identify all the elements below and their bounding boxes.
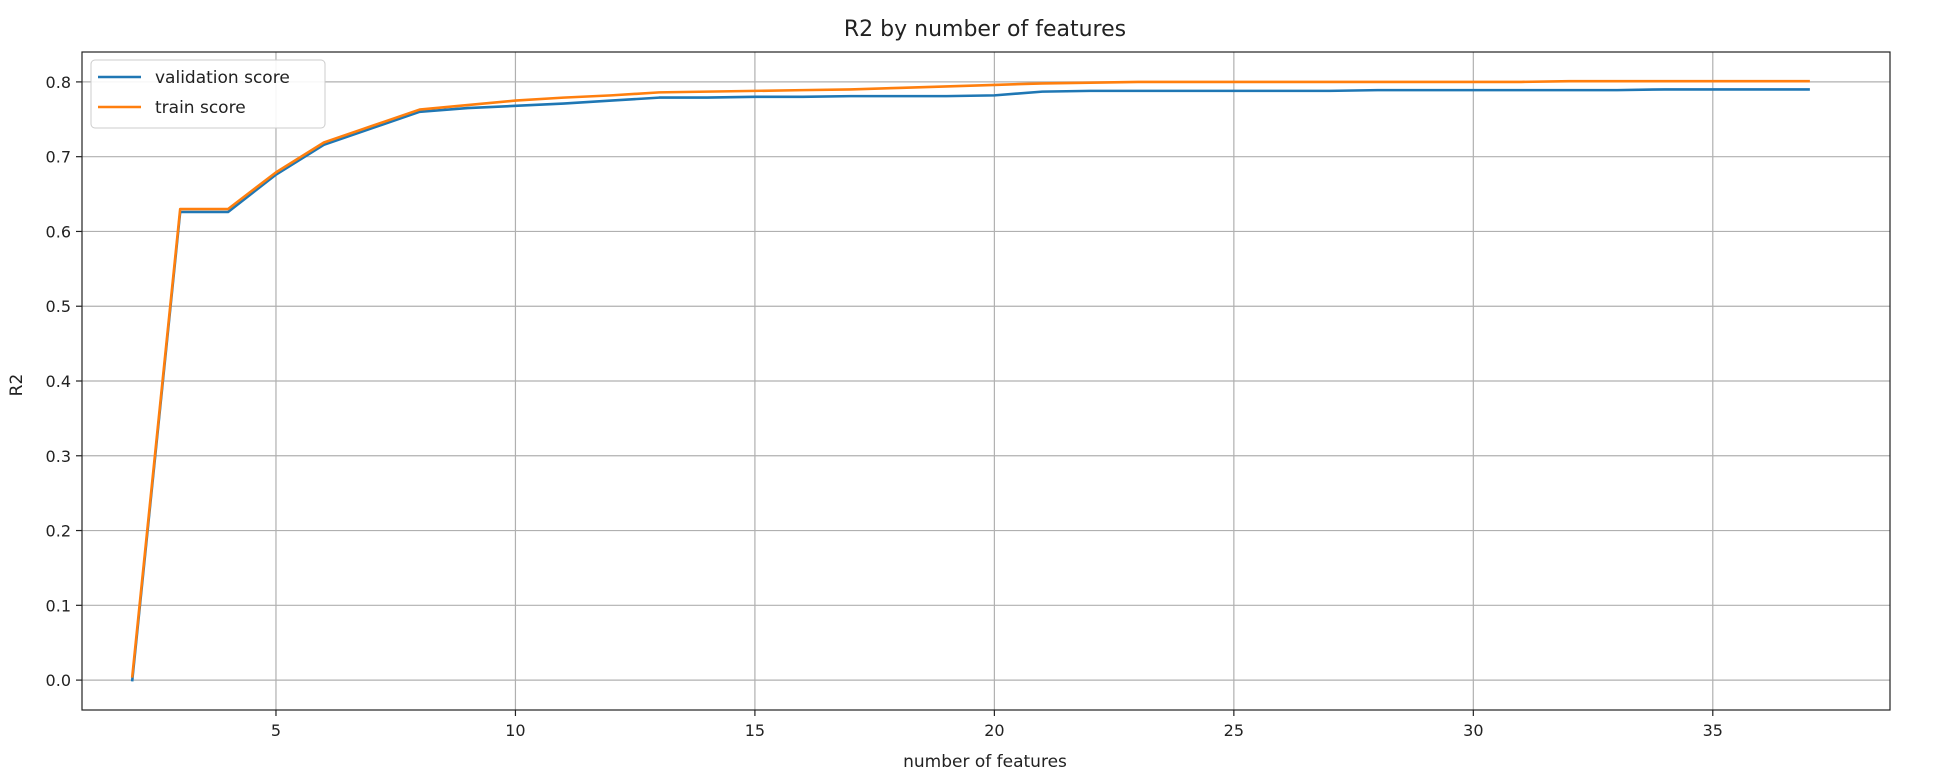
x-tick-label: 15	[745, 721, 765, 740]
y-tick-label: 0.3	[46, 447, 71, 466]
y-tick-label: 0.6	[46, 222, 71, 241]
legend-box	[90, 59, 326, 129]
x-tick-label: 10	[505, 721, 525, 740]
legend-label-1: train score	[155, 98, 246, 118]
grid	[82, 52, 1890, 710]
y-axis-ticks: 0.0 0.1 0.2 0.3 0.4 0.5 0.6 0.7 0.8	[46, 73, 82, 690]
x-tick-label: 20	[984, 721, 1004, 740]
x-tick-label: 5	[271, 721, 281, 740]
chart-title: R2 by number of features	[844, 17, 1126, 42]
x-tick-label: 30	[1463, 721, 1483, 740]
series-line-0	[130, 88, 1810, 682]
x-tick-label: 35	[1703, 721, 1723, 740]
y-axis-label: R2	[7, 374, 27, 397]
x-axis-label: number of features	[903, 752, 1067, 772]
y-tick-label: 0.4	[46, 372, 71, 391]
x-axis-ticks: 5 10 15 20 25 30 35	[271, 710, 1723, 740]
y-tick-label: 0.7	[46, 148, 71, 167]
y-tick-label: 0.5	[46, 297, 71, 316]
legend-label-0: validation score	[155, 68, 290, 88]
series-lines	[130, 79, 1810, 682]
x-tick-label: 25	[1224, 721, 1244, 740]
y-tick-label: 0.8	[46, 73, 71, 92]
y-tick-label: 0.2	[46, 522, 71, 541]
y-tick-label: 0.1	[46, 596, 71, 615]
legend: validation score train score	[90, 59, 326, 129]
y-tick-label: 0.0	[46, 671, 71, 690]
series-line-1	[130, 79, 1810, 678]
